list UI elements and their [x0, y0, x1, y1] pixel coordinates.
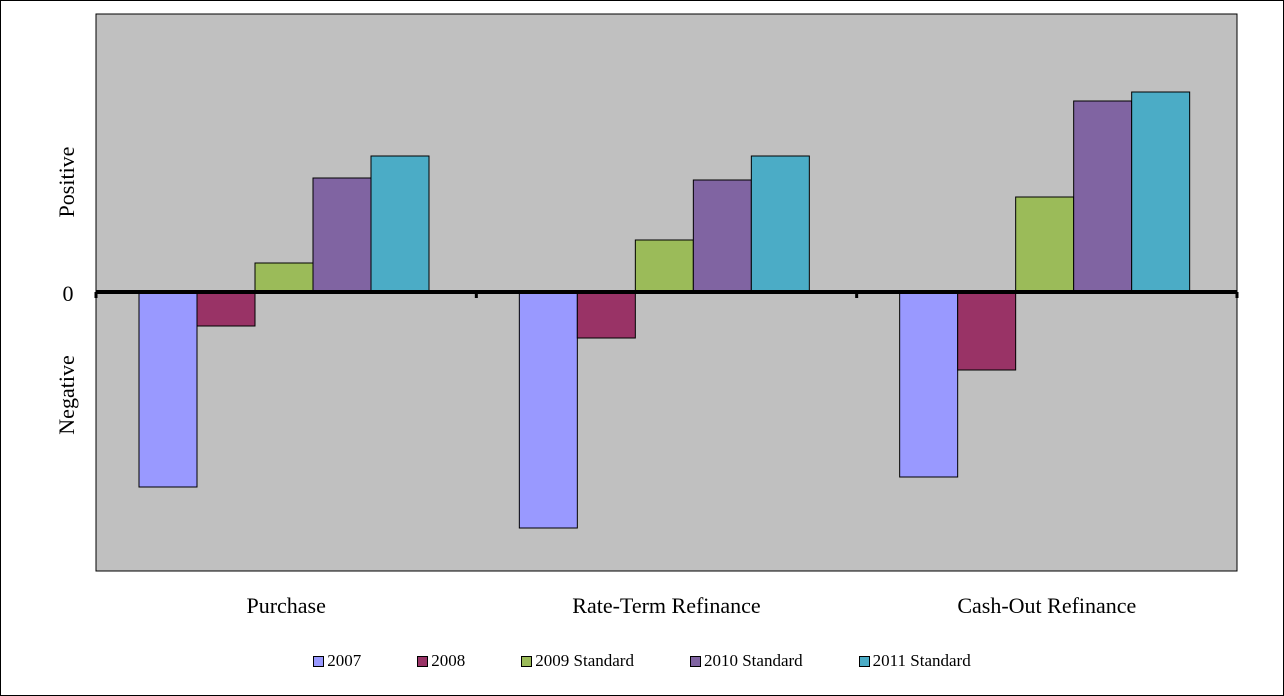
category-label: Purchase: [246, 593, 325, 618]
bar-rate-term-refinance-2007: [518, 291, 578, 529]
category-label: Rate-Term Refinance: [572, 593, 760, 618]
legend-item: 2007: [313, 651, 361, 671]
legend-label: 2009 Standard: [535, 651, 634, 670]
y-label-zero: 0: [63, 281, 74, 306]
legend-swatch: [858, 655, 870, 667]
legend-swatch: [521, 655, 533, 667]
bar-rate-term-refinance-2010-standard: [692, 179, 752, 293]
bars-group: [138, 91, 1191, 529]
bar-cash-out-refinance-2007: [899, 291, 959, 478]
legend-label: 2008: [431, 651, 466, 670]
bar-purchase-2008: [196, 291, 256, 327]
legend-item: 2010 Standard: [689, 651, 803, 671]
bar-purchase-2010-standard: [312, 177, 372, 293]
bar-purchase-2011-standard: [370, 155, 430, 293]
category-label: Cash-Out Refinance: [957, 593, 1136, 618]
bar-rate-term-refinance-2008: [576, 291, 636, 339]
legend-item: 2009 Standard: [521, 651, 634, 671]
legend-item: 2008: [417, 651, 465, 671]
legend-label: 2011 Standard: [872, 651, 971, 670]
bar-rate-term-refinance-2009-standard: [634, 239, 694, 293]
legend: 2007 2008 2009 Standard 2010 Standard 2011 S…: [0, 648, 1284, 674]
bar-purchase-2009-standard: [254, 262, 314, 293]
bar-cash-out-refinance-2011-standard: [1131, 91, 1191, 293]
y-label-negative: Negative: [54, 355, 79, 434]
bar-purchase-2007: [138, 291, 198, 488]
bar-cash-out-refinance-2010-standard: [1073, 100, 1133, 293]
legend-swatch: [689, 655, 701, 667]
legend-label: 2007: [327, 651, 362, 670]
category-labels-group: Purchase Rate-Term Refinance Cash-Out Refi…: [246, 593, 1136, 618]
bar-cash-out-refinance-2009-standard: [1015, 196, 1075, 293]
legend-item: 2011 Standard: [858, 651, 971, 671]
axis-ticks-group: [94, 292, 1239, 298]
bar-cash-out-refinance-2008: [957, 291, 1017, 371]
bar-rate-term-refinance-2011-standard: [750, 155, 810, 293]
legend-label: 2010 Standard: [703, 651, 803, 670]
legend-swatch: [417, 655, 429, 667]
y-label-positive: Positive: [54, 147, 79, 218]
legend-swatch: [313, 655, 325, 667]
